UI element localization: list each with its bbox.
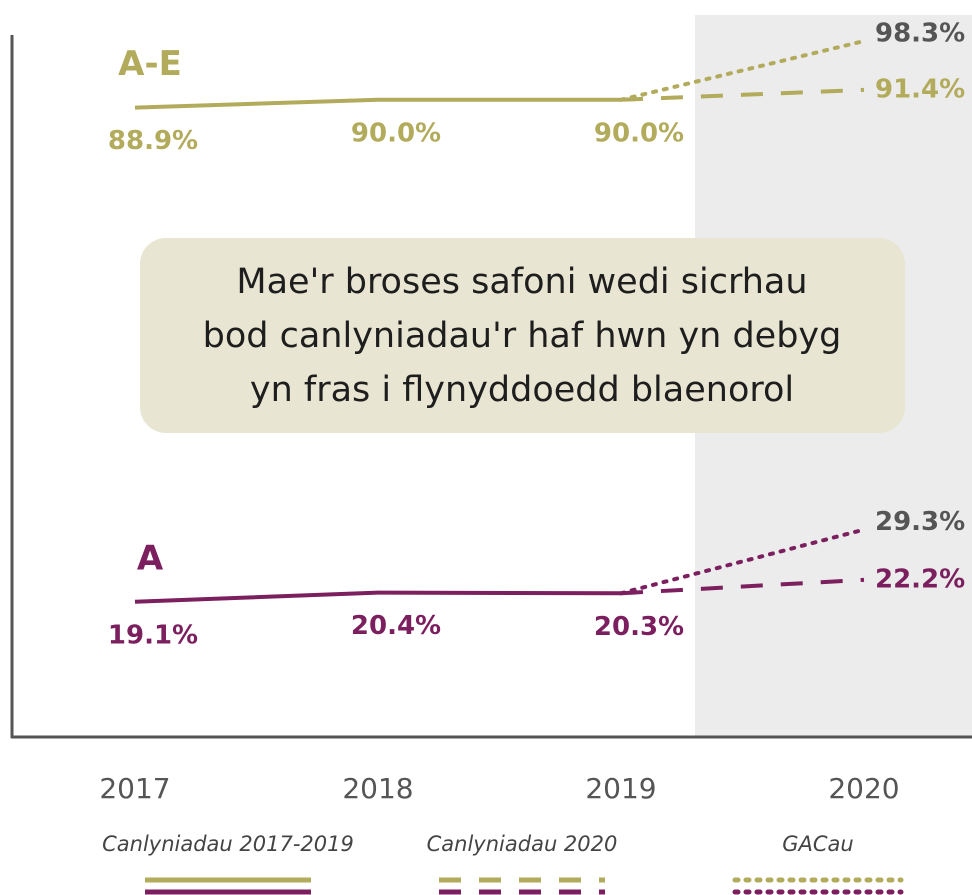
value-label: 88.9% xyxy=(108,126,198,156)
legend-label: Canlyniadau 2017-2019 xyxy=(102,832,354,856)
value-label: 29.3% xyxy=(875,507,965,537)
value-label: 90.0% xyxy=(351,118,441,148)
series-line xyxy=(134,590,622,604)
value-label: 20.4% xyxy=(351,611,441,641)
series-line xyxy=(620,87,865,102)
value-label: 20.3% xyxy=(594,612,684,642)
x-tick-label: 2019 xyxy=(585,772,656,805)
legend-label: GACau xyxy=(782,832,853,856)
annotation-text: Mae'r broses safoni wedi sicrhau xyxy=(236,262,807,302)
group-label: A-E xyxy=(118,44,182,84)
value-label: 19.1% xyxy=(108,620,198,650)
value-label: 98.3% xyxy=(875,19,965,49)
value-label: 22.2% xyxy=(875,564,965,594)
series-line xyxy=(620,577,865,596)
value-label: 91.4% xyxy=(875,74,965,104)
group-label: A xyxy=(137,538,164,578)
legend-label: Canlyniadau 2020 xyxy=(427,832,618,856)
series-line xyxy=(619,527,866,596)
series-line xyxy=(134,97,621,110)
value-label: 90.0% xyxy=(594,118,684,148)
x-tick-label: 2020 xyxy=(828,772,899,805)
x-tick-label: 2017 xyxy=(99,772,170,805)
annotation-text: yn fras i flynyddoedd blaenorol xyxy=(250,370,794,410)
annotation-box xyxy=(140,238,905,433)
x-tick-label: 2018 xyxy=(342,772,413,805)
series-line xyxy=(619,39,866,102)
annotation-text: bod canlyniadau'r haf hwn yn debyg xyxy=(203,316,842,356)
